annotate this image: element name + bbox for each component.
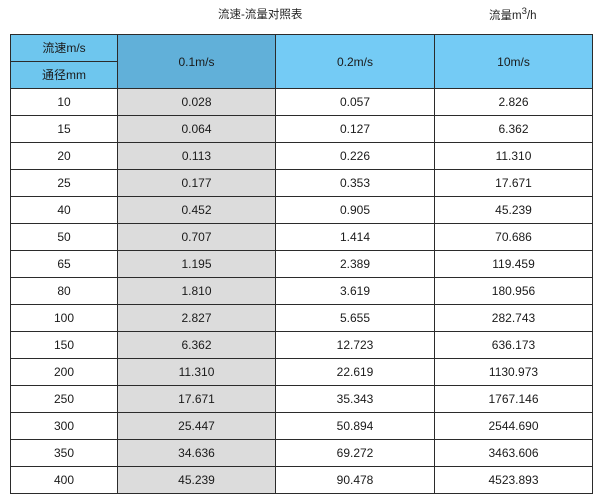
cell-flow-1: 2.389 [275, 250, 435, 278]
cell-diameter: 15 [10, 115, 118, 143]
table-row: 10 0.028 0.057 2.826 [10, 88, 593, 116]
cell-flow-2: 636.173 [434, 331, 593, 359]
table-row: 250 17.671 35.343 1767.146 [10, 385, 593, 413]
cell-flow-0: 0.707 [117, 223, 276, 251]
cell-flow-2: 45.239 [434, 196, 593, 224]
cell-flow-0: 45.239 [117, 466, 276, 494]
unit-label-superscript: 3 [521, 6, 527, 17]
cell-flow-0: 0.113 [117, 142, 276, 170]
cell-flow-0: 34.636 [117, 439, 276, 467]
table-row: 40 0.452 0.905 45.239 [10, 196, 593, 224]
cell-diameter: 80 [10, 277, 118, 305]
cell-flow-0: 25.447 [117, 412, 276, 440]
cell-flow-2: 282.743 [434, 304, 593, 332]
cell-flow-1: 69.272 [275, 439, 435, 467]
cell-flow-1: 5.655 [275, 304, 435, 332]
cell-flow-2: 2.826 [434, 88, 593, 116]
table-row: 300 25.447 50.894 2544.690 [10, 412, 593, 440]
cell-flow-1: 90.478 [275, 466, 435, 494]
cell-flow-2: 11.310 [434, 142, 593, 170]
cell-flow-0: 17.671 [117, 385, 276, 413]
table-header-row-top: 流速m/s 0.1m/s 0.2m/s 10m/s [10, 34, 593, 89]
cell-flow-0: 2.827 [117, 304, 276, 332]
cell-flow-1: 0.127 [275, 115, 435, 143]
unit-label: 流量m3/h [489, 6, 537, 23]
table-row: 200 11.310 22.619 1130.973 [10, 358, 593, 386]
flow-rate-table-container: 流速m/s 0.1m/s 0.2m/s 10m/s 通径mm 10 0.028 0.… [10, 34, 593, 494]
cell-flow-2: 180.956 [434, 277, 593, 305]
cell-flow-2: 17.671 [434, 169, 593, 197]
table-row: 65 1.195 2.389 119.459 [10, 250, 593, 278]
table-row: 25 0.177 0.353 17.671 [10, 169, 593, 197]
cell-flow-1: 22.619 [275, 358, 435, 386]
cell-flow-1: 50.894 [275, 412, 435, 440]
table-row: 15 0.064 0.127 6.362 [10, 115, 593, 143]
unit-label-suffix: /h [526, 9, 537, 22]
flow-rate-table: 流速m/s 0.1m/s 0.2m/s 10m/s 通径mm 10 0.028 0.… [10, 34, 593, 494]
table-row: 100 2.827 5.655 282.743 [10, 304, 593, 332]
cell-diameter: 100 [10, 304, 118, 332]
cell-flow-1: 0.057 [275, 88, 435, 116]
corner-header-diameter: 通径mm [10, 61, 118, 89]
cell-diameter: 400 [10, 466, 118, 494]
cell-flow-0: 0.064 [117, 115, 276, 143]
unit-label-prefix: 流量m [489, 9, 522, 22]
cell-flow-0: 1.195 [117, 250, 276, 278]
cell-flow-0: 6.362 [117, 331, 276, 359]
cell-diameter: 150 [10, 331, 118, 359]
cell-flow-1: 0.353 [275, 169, 435, 197]
cell-diameter: 200 [10, 358, 118, 386]
cell-flow-0: 1.810 [117, 277, 276, 305]
caption-bar: 流速-流量对照表 流量m3/h [0, 0, 600, 35]
cell-diameter: 350 [10, 439, 118, 467]
table-row: 400 45.239 90.478 4523.893 [10, 466, 593, 494]
table-row: 150 6.362 12.723 636.173 [10, 331, 593, 359]
table-row: 20 0.113 0.226 11.310 [10, 142, 593, 170]
cell-diameter: 65 [10, 250, 118, 278]
cell-diameter: 20 [10, 142, 118, 170]
cell-flow-2: 1130.973 [434, 358, 593, 386]
table-row: 80 1.810 3.619 180.956 [10, 277, 593, 305]
cell-flow-2: 1767.146 [434, 385, 593, 413]
cell-diameter: 50 [10, 223, 118, 251]
cell-diameter: 250 [10, 385, 118, 413]
corner-header-velocity: 流速m/s [10, 34, 118, 62]
cell-flow-2: 6.362 [434, 115, 593, 143]
column-header-velocity-1[interactable]: 0.2m/s [275, 34, 435, 89]
cell-flow-1: 35.343 [275, 385, 435, 413]
cell-diameter: 300 [10, 412, 118, 440]
cell-flow-2: 3463.606 [434, 439, 593, 467]
cell-flow-1: 3.619 [275, 277, 435, 305]
cell-diameter: 40 [10, 196, 118, 224]
table-row: 50 0.707 1.414 70.686 [10, 223, 593, 251]
cell-flow-1: 12.723 [275, 331, 435, 359]
cell-flow-2: 119.459 [434, 250, 593, 278]
cell-flow-2: 2544.690 [434, 412, 593, 440]
table-header-row-bottom: 通径mm [10, 61, 593, 89]
cell-diameter: 10 [10, 88, 118, 116]
cell-flow-2: 4523.893 [434, 466, 593, 494]
cell-flow-0: 11.310 [117, 358, 276, 386]
cell-flow-1: 0.226 [275, 142, 435, 170]
column-header-velocity-0[interactable]: 0.1m/s [117, 34, 276, 89]
cell-flow-0: 0.452 [117, 196, 276, 224]
column-header-velocity-2[interactable]: 10m/s [434, 34, 593, 89]
cell-flow-0: 0.177 [117, 169, 276, 197]
table-row: 350 34.636 69.272 3463.606 [10, 439, 593, 467]
cell-diameter: 25 [10, 169, 118, 197]
page-title: 流速-流量对照表 [218, 9, 303, 21]
cell-flow-1: 1.414 [275, 223, 435, 251]
cell-flow-1: 0.905 [275, 196, 435, 224]
cell-flow-2: 70.686 [434, 223, 593, 251]
cell-flow-0: 0.028 [117, 88, 276, 116]
